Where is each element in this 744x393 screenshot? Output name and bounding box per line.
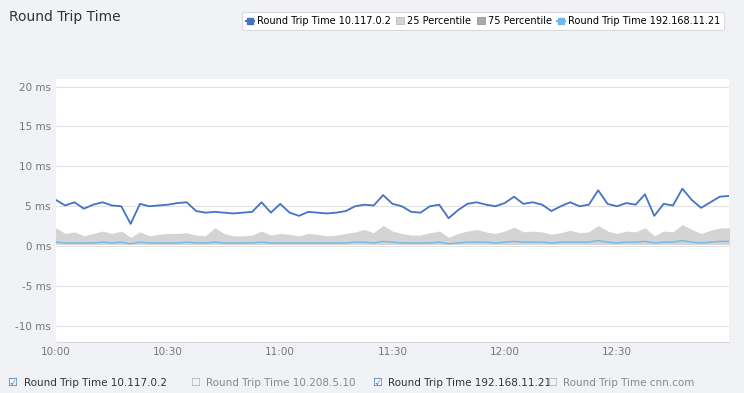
Text: ☐: ☐ [190,378,199,388]
Text: ☐: ☐ [547,378,557,388]
Text: ☑: ☑ [7,378,17,388]
Legend: Round Trip Time 10.117.0.2, 25 Percentile, 75 Percentile, Round Trip Time 192.16: Round Trip Time 10.117.0.2, 25 Percentil… [242,12,724,30]
Text: Round Trip Time 192.168.11.21: Round Trip Time 192.168.11.21 [388,378,551,388]
Text: ☑: ☑ [372,378,382,388]
Text: Round Trip Time cnn.com: Round Trip Time cnn.com [563,378,695,388]
Text: Round Trip Time 10.208.5.10: Round Trip Time 10.208.5.10 [206,378,356,388]
Text: Round Trip Time 10.117.0.2: Round Trip Time 10.117.0.2 [24,378,167,388]
Text: Round Trip Time: Round Trip Time [9,10,121,24]
